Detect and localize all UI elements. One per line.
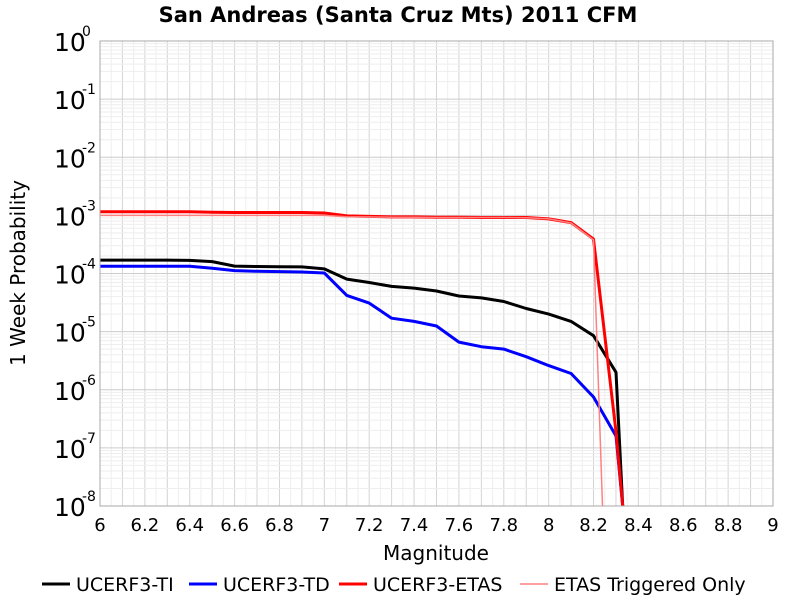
x-tick-label: 8.2 [579,515,608,536]
legend-item: UCERF3-ETAS [339,574,502,596]
x-tick-label: 8 [543,515,554,536]
y-tick: 10-4 [54,257,96,290]
y-tick: 100 [54,24,91,57]
x-tick-label: 8.8 [714,515,743,536]
y-tick-base: 10 [54,435,86,464]
chart-title: San Andreas (Santa Cruz Mts) 2011 CFM [159,3,638,27]
legend-label: UCERF3-ETAS [373,574,502,596]
legend-label: UCERF3-TI [76,574,174,596]
x-tick-label: 7.8 [489,515,518,536]
series-line-1 [100,258,625,507]
y-tick: 10-6 [54,373,96,406]
y-tick-base: 10 [54,86,86,115]
series-line-4 [100,214,604,507]
legend-item: UCERF3-TI [42,574,174,596]
plot-frame [99,40,774,507]
series-line-2 [100,264,625,507]
legend-item: ETAS Triggered Only [520,574,746,596]
y-tick-base: 10 [54,144,86,173]
y-tick: 10-8 [54,489,96,522]
y-tick: 10-3 [54,198,96,231]
x-tick-label: 8.4 [624,515,653,536]
x-tick-label: 9 [767,515,778,536]
y-tick-exponent: -8 [82,489,96,505]
x-axis-label: Magnitude [383,541,489,565]
y-tick-base: 10 [54,319,86,348]
y-tick-base: 10 [54,493,86,522]
x-tick-label: 8.6 [669,515,698,536]
y-axis-label: 1 Week Probability [6,180,30,366]
y-tick-exponent: -2 [82,140,96,156]
y-tick-base: 10 [54,377,86,406]
y-tick-exponent: -6 [82,373,96,389]
x-tick-label: 6.6 [220,515,249,536]
plot-grid [100,41,773,506]
y-tick-exponent: -7 [82,431,96,447]
y-tick-exponent: -4 [82,257,96,273]
y-tick-base: 10 [54,28,86,57]
y-tick: 10-5 [54,315,96,348]
y-tick-exponent: -5 [82,315,96,331]
y-tick: 10-1 [54,82,96,115]
y-tick-exponent: 0 [82,24,91,40]
y-tick-base: 10 [54,261,86,290]
x-tick-label: 6.4 [175,515,204,536]
y-tick-base: 10 [54,202,86,231]
y-tick: 10-2 [54,140,96,173]
x-tick-label: 6.8 [265,515,294,536]
legend-item: UCERF3-TD [189,574,330,596]
y-tick: 10-7 [54,431,96,464]
x-tick-label: 6 [94,515,105,536]
y-tick-exponent: -3 [82,198,96,214]
x-tick-label: 7.6 [445,515,474,536]
x-tick-label: 7.2 [355,515,384,536]
legend: UCERF3-TI UCERF3-TD UCERF3-ETAS ETAS Trigge… [42,574,746,596]
legend-label: UCERF3-TD [223,574,330,596]
x-tick-label: 7.4 [400,515,429,536]
y-tick-exponent: -1 [82,82,96,98]
x-tick-label: 6.2 [131,515,160,536]
x-axis-ticks: 6 6.2 6.4 6.6 6.8 7 7.2 7.4 7.6 7.8 8 8.2 8.4 8.6 8.8 9 [94,515,778,536]
x-tick-label: 7 [319,515,330,536]
legend-label: ETAS Triggered Only [554,574,746,596]
series-layer [100,210,625,507]
